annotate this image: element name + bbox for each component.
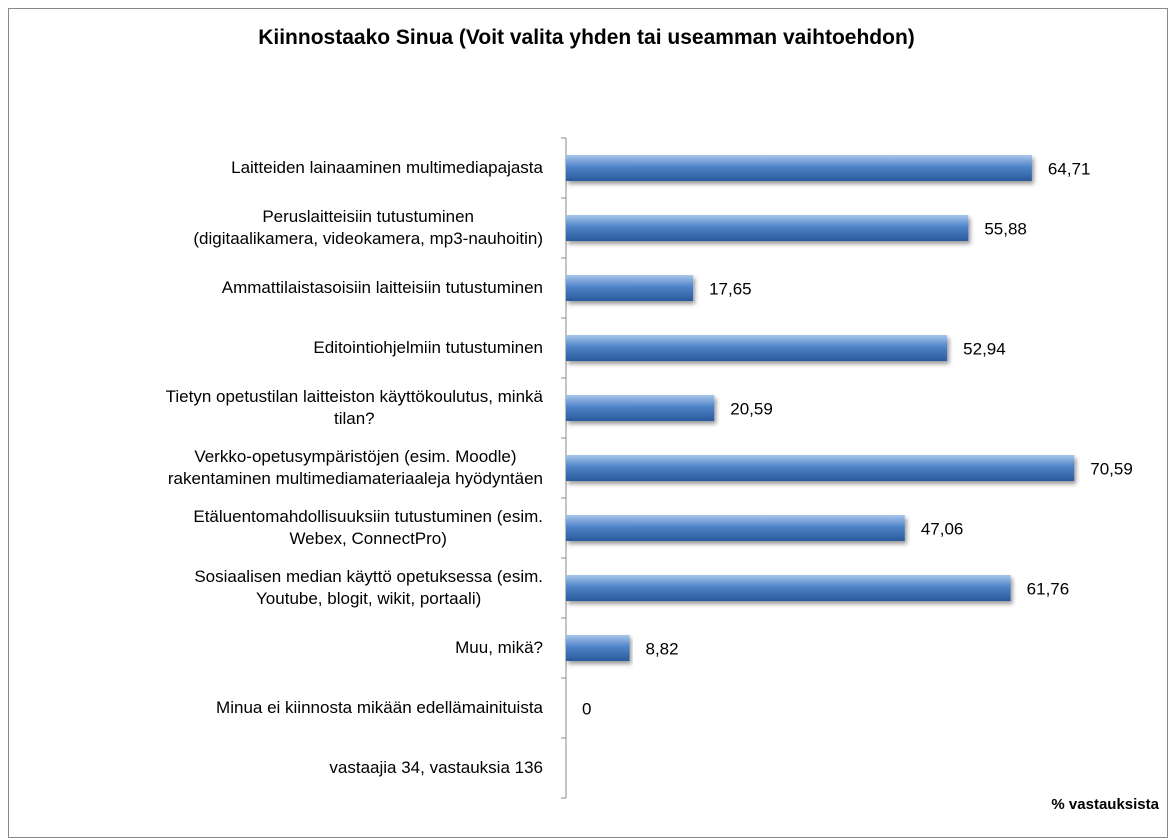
x-axis-label: % vastauksista [1051, 796, 1159, 813]
value-label: 64,71 [1048, 159, 1091, 178]
category-label: Editointiohjelmiin tutustuminen [3, 337, 543, 359]
bar [566, 275, 694, 301]
category-text: vastaajia 34, vastauksia 136 [329, 758, 543, 777]
category-label: Tietyn opetustilan laitteiston käyttökou… [3, 386, 543, 430]
category-text: Verkko-opetusympäristöjen (esim. Moodle)… [167, 447, 543, 488]
category-text: Sosiaalisen median käyttö opetuksessa (e… [194, 567, 543, 608]
bar [566, 335, 948, 361]
category-text: Etäluentomahdollisuuksiin tutustuminen (… [193, 507, 543, 548]
category-text: Peruslaitteisiin tutustuminen (digitaali… [193, 207, 543, 248]
value-label: 47,06 [921, 519, 964, 538]
value-label: 55,88 [984, 219, 1027, 238]
value-label: 52,94 [963, 339, 1006, 358]
bar [566, 575, 1011, 601]
bar [566, 455, 1075, 481]
category-label: vastaajia 34, vastauksia 136 [3, 757, 543, 779]
category-text: Laitteiden lainaaminen multimediapajasta [231, 158, 543, 177]
page: {"chart_data": {"type": "bar", "orientat… [3, 8, 1168, 838]
bar [566, 395, 715, 421]
category-label: Etäluentomahdollisuuksiin tutustuminen (… [3, 506, 543, 550]
value-label: 8,82 [646, 639, 679, 658]
bar [566, 515, 905, 541]
category-label: Muu, mikä? [3, 637, 543, 659]
bar [566, 215, 969, 241]
value-label: 70,59 [1090, 459, 1133, 478]
category-label: Sosiaalisen median käyttö opetuksessa (e… [3, 566, 543, 610]
category-label: Peruslaitteisiin tutustuminen (digitaali… [3, 206, 543, 250]
chart-title: Kiinnostaako Sinua (Voit valita yhden ta… [258, 26, 915, 49]
bar [566, 155, 1032, 181]
category-text: Tietyn opetustilan laitteiston käyttökou… [165, 387, 543, 428]
value-label: 0 [582, 699, 591, 718]
value-label: 20,59 [730, 399, 773, 418]
category-label: Ammattilaistasoisiin laitteisiin tutustu… [3, 277, 543, 299]
category-text: Ammattilaistasoisiin laitteisiin tutustu… [221, 278, 543, 297]
value-label: 61,76 [1027, 579, 1070, 598]
value-label: 17,65 [709, 279, 752, 298]
chart: 64,71 55,88 17,65 52,94 20,59 70,59 47,06 61,76… [561, 137, 1133, 799]
category-text: Muu, mikä? [455, 638, 543, 657]
category-label: Laitteiden lainaaminen multimediapajasta [3, 157, 543, 179]
category-label: Minua ei kiinnosta mikään edellämainitui… [3, 697, 543, 719]
category-label: Verkko-opetusympäristöjen (esim. Moodle)… [3, 446, 543, 490]
category-text: Minua ei kiinnosta mikään edellämainitui… [216, 698, 543, 717]
bar [566, 635, 630, 661]
category-text: Editointiohjelmiin tutustuminen [313, 338, 543, 357]
